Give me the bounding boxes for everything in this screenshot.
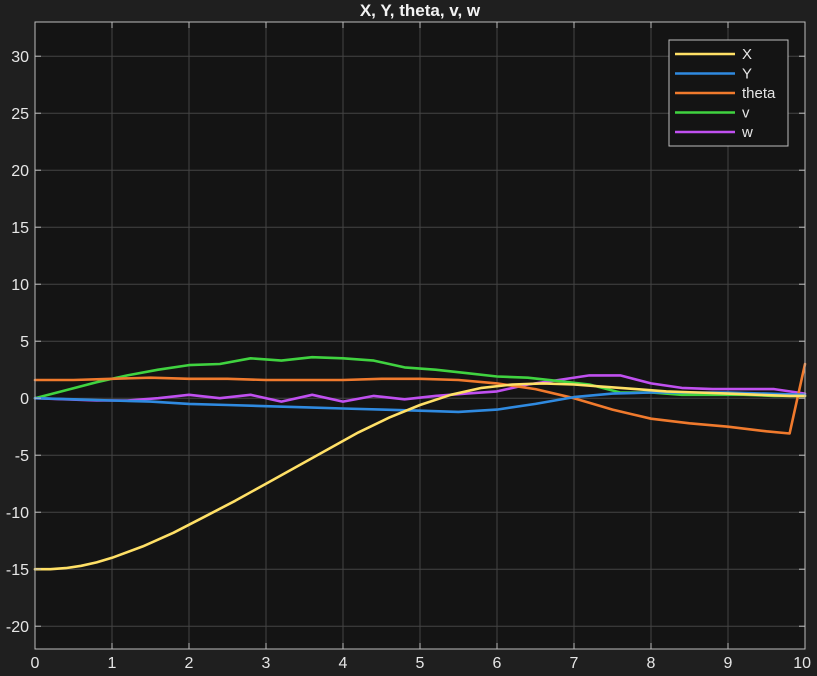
- x-tick-label: 3: [262, 655, 271, 671]
- legend-label-x: X: [742, 46, 752, 63]
- x-tick-label: 4: [339, 655, 348, 671]
- y-tick-label: 25: [11, 106, 29, 123]
- x-tick-label: 5: [416, 655, 425, 671]
- chart-title: X, Y, theta, v, w: [360, 1, 481, 20]
- legend-label-w: w: [741, 124, 753, 141]
- y-tick-label: 10: [11, 277, 29, 294]
- legend-label-theta: theta: [742, 85, 776, 102]
- x-tick-label: 10: [793, 655, 811, 671]
- legend-label-v: v: [742, 105, 750, 122]
- y-tick-label: -15: [6, 562, 29, 579]
- y-tick-label: 20: [11, 163, 29, 180]
- y-tick-label: 15: [11, 220, 29, 237]
- x-tick-label: 2: [185, 655, 194, 671]
- x-tick-label: 1: [108, 655, 117, 671]
- series-line-theta: [33, 362, 807, 435]
- y-tick-label: 30: [11, 49, 29, 66]
- x-tick-label: 6: [493, 655, 502, 671]
- legend-label-y: Y: [742, 66, 752, 83]
- y-tick-label: 0: [20, 391, 29, 408]
- y-tick-label: -20: [6, 619, 29, 636]
- x-tick-label: 0: [31, 655, 40, 671]
- y-tick-label: -10: [6, 505, 29, 522]
- x-tick-label: 7: [570, 655, 579, 671]
- series-line-v: [33, 355, 807, 400]
- series-line-x: [33, 382, 807, 571]
- x-tick-label: 8: [647, 655, 656, 671]
- series-line-w: [33, 374, 807, 403]
- y-tick-label: 5: [20, 334, 29, 351]
- y-tick-label: -5: [15, 448, 29, 465]
- x-tick-label: 9: [724, 655, 733, 671]
